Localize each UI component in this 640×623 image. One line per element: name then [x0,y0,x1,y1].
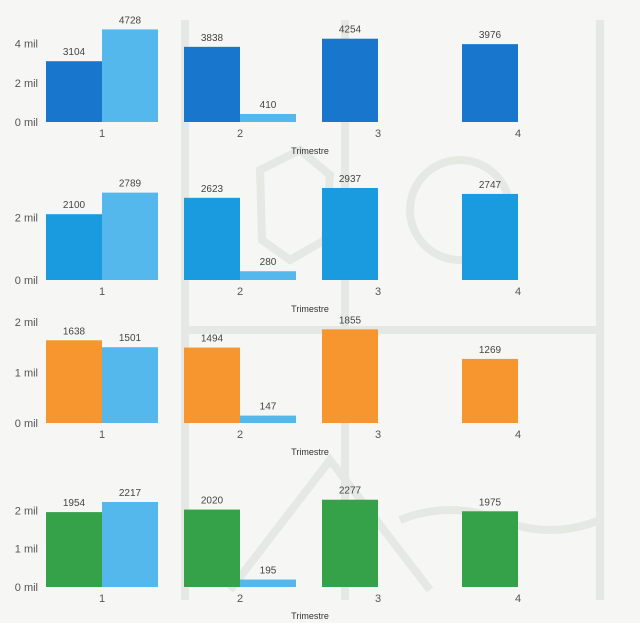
bar-q2-s2 [240,579,296,587]
data-label-q4-s1: 3976 [479,30,502,41]
bar-q2-s1 [184,197,240,280]
data-label-q1-s2: 2217 [119,488,142,499]
y-tick-label: 1 mil [15,368,38,380]
data-label-q1-s1: 1954 [63,498,86,509]
x-axis-title: Trimestre [291,146,329,156]
bar-q1-s2 [102,347,158,423]
bar-q2-s1 [184,347,240,423]
x-tick-label: 3 [375,286,381,298]
x-axis-title: Trimestre [291,304,329,314]
y-tick-label: 0 mil [15,582,38,594]
y-tick-label: 1 mil [15,544,38,556]
data-label-q3-s1: 1855 [339,315,362,326]
bar-q4-s1 [462,44,518,122]
bar-q4-s1 [462,358,518,423]
data-label-q1-s1: 1638 [63,326,86,337]
data-label-q1-s2: 2789 [119,179,142,190]
x-axis-title: Trimestre [291,447,329,457]
x-tick-label: 4 [515,128,521,140]
y-tick-label: 0 mil [15,418,38,430]
bar-q1-s1 [46,512,102,587]
data-label-q2-s1: 3838 [201,33,224,44]
charts-layer: 0 mil 2 mil 4 mil 3104 4728 1 3838 410 2 4254 3 397… [15,15,521,621]
chart-panel-2: 0 mil 2 mil 2100 2789 1 2623 280 2 2937 3 2747 4 Tri… [15,174,521,314]
y-tick-label: 4 mil [15,39,38,51]
x-tick-label: 4 [515,593,521,605]
x-tick-label: 2 [237,593,243,605]
x-tick-label: 3 [375,429,381,441]
data-label-q4-s1: 2747 [479,180,502,191]
bar-q1-s1 [46,214,102,280]
bar-q1-s1 [46,340,102,423]
bar-q4-s1 [462,193,518,280]
y-tick-label: 2 mil [15,317,38,329]
x-tick-label: 2 [237,128,243,140]
chart-panel-3: 0 mil 1 mil 2 mil 1638 1501 1 1494 147 2 1855 3 126… [15,315,521,457]
data-label-q3-s1: 2937 [339,174,362,185]
bar-q1-s2 [102,502,158,587]
bar-q2-s2 [240,415,296,423]
x-tick-label: 1 [99,429,105,441]
data-label-q3-s1: 4254 [339,25,362,36]
data-label-q3-s1: 2277 [339,486,362,497]
data-label-q1-s1: 2100 [63,200,86,211]
bar-q1-s2 [102,192,158,280]
x-axis-title: Trimestre [291,611,329,621]
bar-q1-s1 [46,61,102,122]
data-label-q2-s2: 280 [260,257,277,268]
data-label-q2-s1: 1494 [201,334,224,345]
data-label-q2-s2: 410 [260,100,277,111]
y-tick-label: 2 mil [15,78,38,90]
bar-q2-s2 [240,113,296,122]
x-tick-label: 4 [515,286,521,298]
bar-q4-s1 [462,511,518,587]
chart-panel-4: 0 mil 1 mil 2 mil 1954 2217 1 2020 195 2 2277 3 197… [15,486,521,621]
data-label-q4-s1: 1975 [479,497,502,508]
x-tick-label: 4 [515,429,521,441]
bar-q1-s2 [102,29,158,122]
background-watermark [181,20,604,600]
x-tick-label: 2 [237,286,243,298]
bar-q3-s1 [322,499,378,587]
bar-q3-s1 [322,187,378,280]
chart-panel-1: 0 mil 2 mil 4 mil 3104 4728 1 3838 410 2 4254 3 397… [15,15,521,156]
x-tick-label: 3 [375,593,381,605]
data-label-q2-s1: 2020 [201,496,224,507]
x-tick-label: 2 [237,429,243,441]
y-tick-label: 0 mil [15,117,38,129]
y-tick-label: 2 mil [15,212,38,224]
data-label-q1-s1: 3104 [63,47,86,58]
y-tick-label: 2 mil [15,505,38,517]
y-tick-label: 0 mil [15,275,38,287]
x-tick-label: 1 [99,128,105,140]
bar-q2-s1 [184,509,240,587]
data-label-q2-s2: 195 [260,566,277,577]
data-label-q4-s1: 1269 [479,345,502,356]
data-label-q1-s2: 4728 [119,15,142,26]
x-tick-label: 1 [99,286,105,298]
bar-q2-s1 [184,46,240,122]
bar-q2-s2 [240,271,296,280]
x-tick-label: 3 [375,128,381,140]
data-label-q2-s2: 147 [260,402,277,413]
data-label-q2-s1: 2623 [201,184,224,195]
data-label-q1-s2: 1501 [119,333,142,344]
bar-q3-s1 [322,38,378,122]
x-tick-label: 1 [99,593,105,605]
bar-q3-s1 [322,329,378,423]
